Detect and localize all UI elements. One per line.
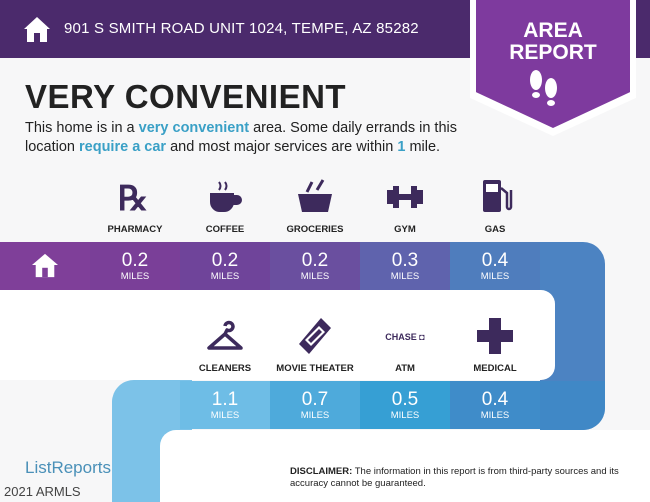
distance-unit: MILES: [390, 410, 420, 421]
distance-cell: 0.2 MILES: [180, 242, 270, 290]
distance-unit: MILES: [210, 271, 240, 282]
home-cell: [0, 242, 90, 290]
distance-cell: 0.3 MILES: [360, 242, 450, 290]
copyright: 2021 ARMLS: [4, 484, 81, 499]
distance-cell: 0.4 MILES: [450, 381, 540, 429]
dumbbell-icon: [387, 186, 423, 208]
listreports-logo: ListReports: [25, 458, 111, 477]
badge-line1: AREA: [523, 19, 583, 42]
amenity-label: GROCERIES: [286, 224, 344, 235]
desc-text: This home is in a: [25, 120, 139, 136]
hanger-icon: [207, 320, 243, 350]
desc-text: and most major services are within: [166, 139, 398, 155]
distance-cell: 1.1 MILES: [180, 381, 270, 429]
distance-cell: 0.2 MILES: [90, 242, 180, 290]
distance-value: 0.2: [301, 250, 329, 271]
desc-text: mile.: [405, 139, 441, 155]
medical-cross-icon: [477, 318, 513, 354]
svg-text:CHASE ◘: CHASE ◘: [385, 332, 425, 342]
distance-value: 1.1: [211, 389, 239, 410]
grocery-basket-icon: [298, 179, 332, 212]
amenity-label: CLEANERS: [198, 363, 252, 374]
distance-value: 0.2: [121, 250, 149, 271]
desc-highlight: require a car: [79, 139, 167, 155]
desc-highlight: very convenient: [138, 120, 250, 136]
disclaimer-text: The information in this report is from t…: [290, 466, 619, 489]
svg-text:℞: ℞: [118, 181, 148, 216]
amenity-label: COFFEE: [205, 224, 245, 235]
footer-panel: [160, 430, 650, 502]
distance-unit: MILES: [390, 271, 420, 282]
distance-value: 0.7: [301, 389, 329, 410]
distance-value: 0.4: [481, 389, 509, 410]
home-icon: [32, 253, 58, 278]
page-title: VERY CONVENIENT: [25, 78, 347, 115]
amenity-label: ATM: [395, 363, 415, 374]
badge-title: AREA REPORT: [476, 20, 630, 64]
chase-logo: CHASE ◘: [385, 332, 425, 342]
ticket-icon: [299, 318, 331, 354]
disclaimer-label: DISCLAIMER:: [290, 466, 353, 477]
distance-value: 0.4: [481, 250, 509, 271]
distance-unit: MILES: [480, 271, 510, 282]
rx-icon: ℞: [118, 181, 148, 216]
distance-unit: MILES: [480, 410, 510, 421]
distance-value: 0.2: [211, 250, 239, 271]
amenity-label: GYM: [394, 224, 416, 235]
row2-start: [112, 381, 180, 430]
description: This home is in a very convenient area. …: [25, 119, 465, 157]
amenity-label: MOVIE THEATER: [276, 363, 354, 374]
distance-unit: MILES: [300, 271, 330, 282]
address: 901 S SMITH ROAD UNIT 1024, TEMPE, AZ 85…: [64, 20, 419, 37]
gas-pump-icon: [483, 180, 513, 212]
distance-value: 0.5: [391, 389, 419, 410]
home-icon: [24, 17, 50, 42]
distance-cell: 0.5 MILES: [360, 381, 450, 429]
amenity-label: GAS: [484, 224, 506, 235]
distance-unit: MILES: [210, 410, 240, 421]
badge-line2: REPORT: [509, 41, 597, 64]
disclaimer: DISCLAIMER: The information in this repo…: [290, 466, 630, 490]
row2-end: [540, 381, 605, 430]
distance-unit: MILES: [300, 410, 330, 421]
distance-unit: MILES: [120, 271, 150, 282]
desc-highlight: 1: [397, 139, 406, 155]
amenity-label: MEDICAL: [473, 363, 517, 374]
distance-cell: 0.7 MILES: [270, 381, 360, 429]
distance-cell: 0.2 MILES: [270, 242, 360, 290]
middle-panel: [0, 290, 555, 380]
distance-value: 0.3: [391, 250, 419, 271]
distance-cell: 0.4 MILES: [450, 242, 540, 290]
coffee-cup-icon: [210, 181, 242, 212]
footprints-icon: [530, 70, 557, 106]
desc-text: area. Some daily errands in this locatio…: [25, 120, 457, 155]
amenity-label: PHARMACY: [107, 224, 163, 235]
